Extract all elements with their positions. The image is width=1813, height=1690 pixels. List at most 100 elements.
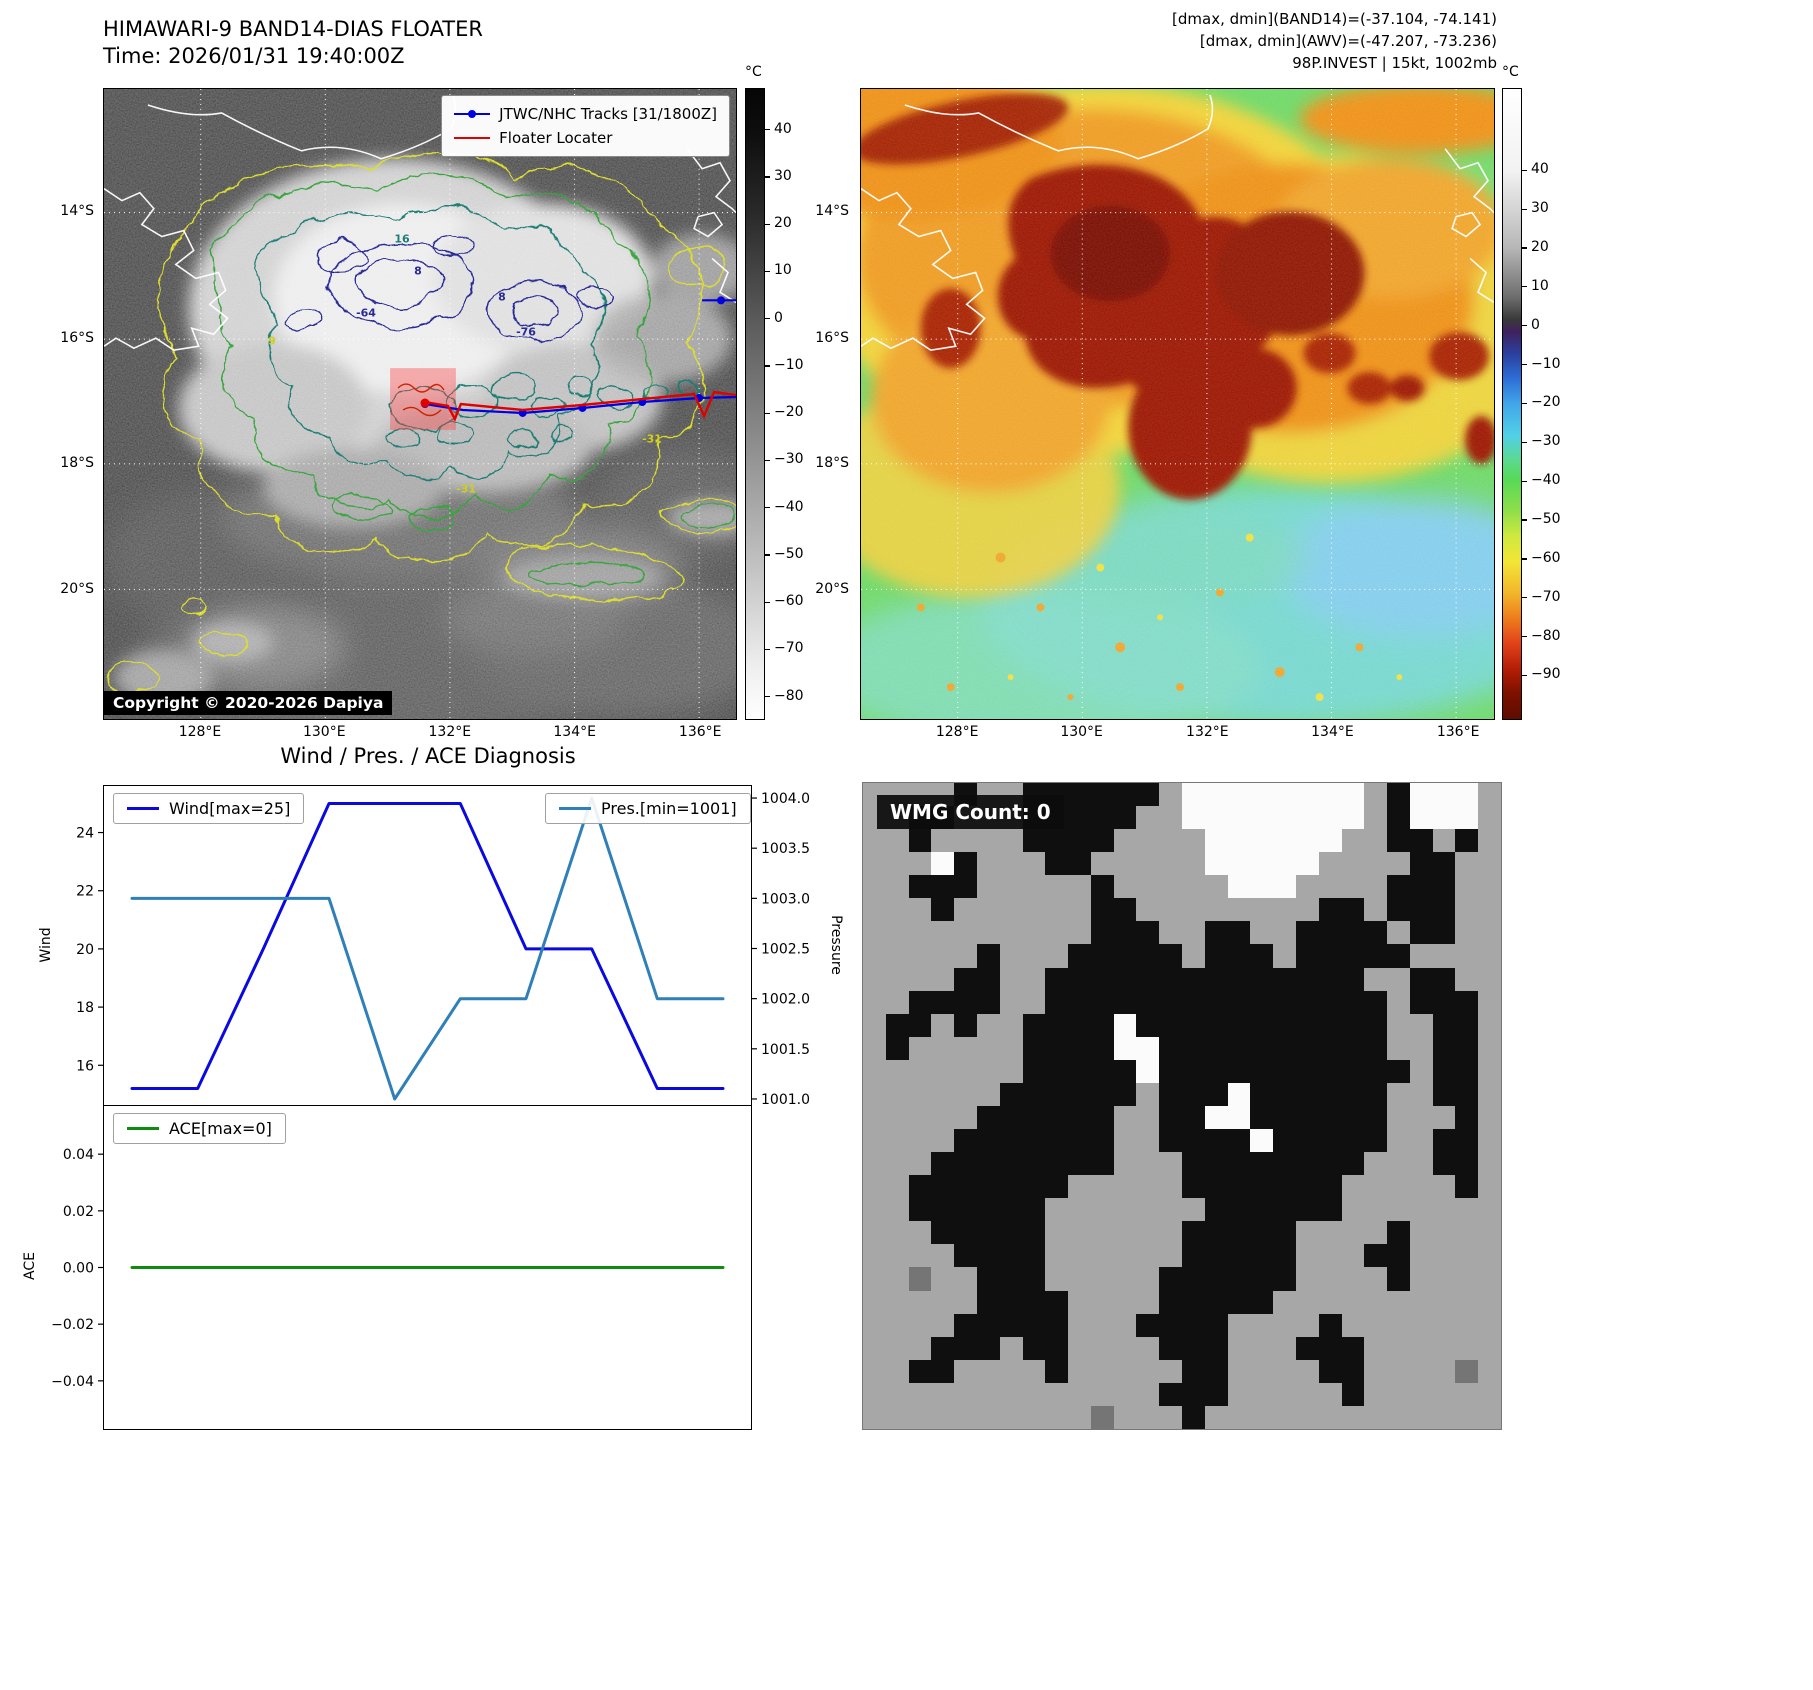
wmg-mask-cell [1227, 1382, 1251, 1406]
wmg-mask-cell [1227, 875, 1251, 899]
axis-tick-label: 0.00 [63, 1261, 94, 1277]
wmg-mask-cell [1409, 1059, 1433, 1083]
wmg-mask-cell [1159, 1175, 1182, 1199]
wmg-mask-cell [1068, 1290, 1091, 1314]
wmg-mask-cell [999, 990, 1023, 1014]
wmg-mask-cell [863, 852, 886, 876]
wmg-mask-cell [1318, 944, 1342, 968]
wmg-mask-cell [1364, 829, 1388, 853]
band14-y-axis: 14°S 16°S 18°S 20°S [43, 88, 98, 720]
wmg-mask-cell [1273, 967, 1296, 991]
wmg-mask-cell [1045, 1105, 1069, 1130]
awv-x-axis: 128°E 130°E 132°E 134°E 136°E [860, 724, 1495, 744]
wmg-mask-cell [1068, 898, 1091, 922]
colorbar-tick-mark [765, 412, 770, 414]
wmg-mask-cell [1318, 990, 1342, 1014]
wmg-mask-cell [1182, 1290, 1205, 1314]
wmg-mask-cell [885, 1336, 909, 1360]
wmg-mask-cell [1090, 1082, 1114, 1106]
wmg-mask-cell [1432, 1359, 1456, 1383]
wmg-mask-cell [1409, 1175, 1433, 1199]
wmg-mask-cell [1295, 1290, 1319, 1314]
wmg-mask-cell [1478, 1036, 1501, 1060]
wmg-mask-cell [1113, 829, 1137, 853]
map-x-tick-label: 134°E [553, 724, 596, 740]
wmg-mask-cell [999, 1290, 1023, 1314]
wmg-mask-cell [1387, 875, 1410, 899]
wmg-mask-cell [1068, 1313, 1091, 1337]
wmg-mask-cell [1159, 1267, 1182, 1291]
wmg-mask-cell [1318, 1359, 1342, 1383]
ace-legend-label: ACE[max=0] [169, 1119, 272, 1138]
map-x-tick-label: 136°E [1436, 724, 1480, 740]
wmg-mask-cell [885, 1082, 909, 1106]
pressure-legend: Pres.[min=1001] [545, 793, 751, 824]
wmg-mask-cell [1364, 990, 1388, 1014]
wmg-mask-cell [1478, 1290, 1501, 1314]
colorbar-tick-label: −40 [1531, 472, 1561, 489]
wmg-mask-cell [1341, 1129, 1365, 1153]
colorbar-tick-mark [1522, 480, 1527, 482]
wmg-mask-cell [1318, 1082, 1342, 1106]
wmg-mask-cell [1455, 1267, 1479, 1291]
colorbar-tick-label: 0 [774, 309, 783, 326]
wmg-mask-cell [1273, 1382, 1296, 1406]
wmg-mask-cell [1136, 1336, 1160, 1360]
wmg-mask-cell [1159, 1244, 1182, 1268]
wmg-mask-cell [1068, 1152, 1091, 1176]
wmg-mask-cell [931, 1152, 955, 1176]
wmg-mask-cell [1045, 1082, 1069, 1106]
wmg-mask-cell [1409, 1082, 1433, 1106]
wmg-mask-cell [1455, 1336, 1479, 1360]
wmg-mask-cell [954, 898, 977, 922]
wmg-mask-cell [1068, 1221, 1091, 1245]
colorbar-tick-mark [765, 318, 770, 320]
wmg-mask-cell [1227, 1059, 1251, 1083]
axis-tick-label: 1002.5 [761, 942, 810, 958]
wmg-mask-cell [1068, 1244, 1091, 1268]
wmg-mask-cell [1090, 944, 1114, 968]
wmg-mask-cell [1090, 1152, 1114, 1176]
wmg-mask-cell [1387, 1036, 1410, 1060]
wmg-mask-cell [976, 1405, 1000, 1429]
wmg-mask-cell [1204, 1175, 1228, 1199]
wmg-mask-cell [1182, 783, 1205, 807]
wmg-mask-cell [1250, 1198, 1274, 1222]
wmg-mask-cell [1250, 1059, 1274, 1083]
wmg-mask-cell [954, 1382, 977, 1406]
wmg-mask-cell [885, 1405, 909, 1429]
wmg-mask-cell [976, 921, 1000, 945]
wmg-mask-cell [885, 990, 909, 1014]
wmg-mask-cell [931, 1036, 955, 1060]
wmg-mask-cell [1090, 990, 1114, 1014]
wmg-mask-cell [1455, 783, 1479, 807]
wmg-mask-grid [863, 783, 1501, 1429]
wmg-mask-cell [1227, 967, 1251, 991]
wmg-mask-cell [885, 1198, 909, 1222]
wmg-mask-cell [1478, 875, 1501, 899]
wmg-mask-cell [931, 1359, 955, 1383]
wmg-mask-cell [1387, 829, 1410, 853]
wmg-mask-cell [1250, 1221, 1274, 1245]
wmg-mask-cell [1250, 1129, 1274, 1153]
axis-tick-label: 0.04 [63, 1147, 94, 1163]
wmg-mask-cell [1227, 1129, 1251, 1153]
wmg-mask-cell [1432, 1129, 1456, 1153]
axis-tick-label: 20 [76, 942, 94, 958]
wmg-mask-cell [1022, 1244, 1046, 1268]
wmg-mask-cell [1295, 783, 1319, 807]
wmg-mask-cell [999, 1336, 1023, 1360]
wmg-mask-cell [1409, 1036, 1433, 1060]
wmg-mask-cell [1409, 1336, 1433, 1360]
wmg-mask-cell [1250, 1313, 1274, 1337]
wmg-mask-cell [1045, 1013, 1069, 1037]
wmg-mask-cell [999, 1036, 1023, 1060]
wmg-mask-cell [976, 1036, 1000, 1060]
axis-tick-label: 1004.0 [761, 791, 810, 807]
wmg-mask-cell [1022, 1198, 1046, 1222]
wmg-mask-cell [1387, 1359, 1410, 1383]
wmg-mask-cell [1478, 806, 1501, 830]
wmg-mask-cell [1045, 1290, 1069, 1314]
wmg-mask-cell [1159, 1129, 1182, 1153]
wmg-mask-cell [1432, 1105, 1456, 1130]
